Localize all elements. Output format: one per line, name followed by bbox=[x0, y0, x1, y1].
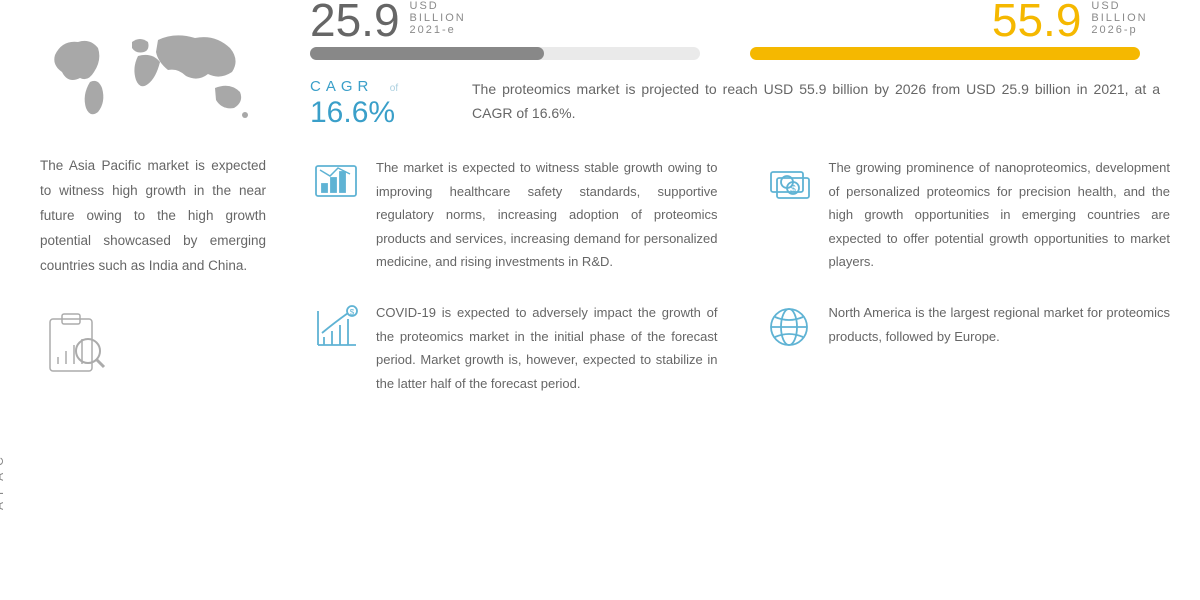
apac-label: APAC bbox=[0, 450, 6, 510]
cagr-label: CAGR bbox=[310, 78, 373, 95]
world-map-icon bbox=[40, 20, 260, 130]
metric-start-unit: USD BILLION bbox=[410, 0, 489, 24]
summary-text: The proteomics market is projected to re… bbox=[472, 78, 1170, 126]
info-grid: The market is expected to witness stable… bbox=[300, 156, 1170, 395]
cagr-value: 16.6% bbox=[310, 96, 440, 130]
chart-icon bbox=[310, 156, 362, 208]
info-cell-2: $ COVID-19 is expected to adversely impa… bbox=[310, 301, 718, 395]
bar-start bbox=[310, 47, 700, 60]
metric-end-year: 2026-p bbox=[1091, 24, 1170, 36]
bar-start-fill bbox=[310, 47, 544, 60]
growth-icon: $ bbox=[310, 301, 362, 353]
progress-bars bbox=[300, 47, 1170, 60]
info-text-1: The growing prominence of nanoproteomics… bbox=[829, 156, 1171, 273]
metric-start-year: 2021-e bbox=[410, 24, 489, 36]
cagr-of: of bbox=[378, 83, 398, 94]
infographic-root: APAC The Asia Pacific market is expected… bbox=[0, 0, 1200, 600]
svg-text:$: $ bbox=[790, 184, 796, 195]
left-column: APAC The Asia Pacific market is expected… bbox=[0, 0, 290, 600]
right-column: 25.9 USD BILLION 2021-e 55.9 USD BILLION… bbox=[290, 0, 1200, 600]
info-text-2: COVID-19 is expected to adversely impact… bbox=[376, 301, 718, 395]
metric-start-value: 25.9 bbox=[310, 0, 400, 41]
metrics-row: 25.9 USD BILLION 2021-e 55.9 USD BILLION… bbox=[300, 0, 1170, 41]
metric-start-sub: USD BILLION 2021-e bbox=[410, 0, 489, 41]
left-paragraph: The Asia Pacific market is expected to w… bbox=[40, 154, 266, 279]
cagr-row: CAGR of 16.6% The proteomics market is p… bbox=[300, 78, 1170, 130]
clipboard-icon bbox=[40, 309, 110, 379]
info-text-3: North America is the largest regional ma… bbox=[829, 301, 1171, 348]
metric-end: 55.9 USD BILLION 2026-p bbox=[992, 0, 1170, 41]
metric-end-sub: USD BILLION 2026-p bbox=[1091, 0, 1170, 41]
info-cell-1: $ The growing prominence of nanoproteomi… bbox=[763, 156, 1171, 273]
info-cell-0: The market is expected to witness stable… bbox=[310, 156, 718, 273]
metric-end-value: 55.9 bbox=[992, 0, 1082, 41]
metric-end-unit: USD BILLION bbox=[1091, 0, 1170, 24]
metric-start: 25.9 USD BILLION 2021-e bbox=[310, 0, 488, 41]
svg-text:$: $ bbox=[350, 308, 355, 317]
cagr-block: CAGR of 16.6% bbox=[310, 78, 440, 130]
info-cell-3: North America is the largest regional ma… bbox=[763, 301, 1171, 395]
info-text-0: The market is expected to witness stable… bbox=[376, 156, 718, 273]
bar-end bbox=[750, 47, 1140, 60]
globe-icon bbox=[763, 301, 815, 353]
money-icon: $ bbox=[763, 156, 815, 208]
